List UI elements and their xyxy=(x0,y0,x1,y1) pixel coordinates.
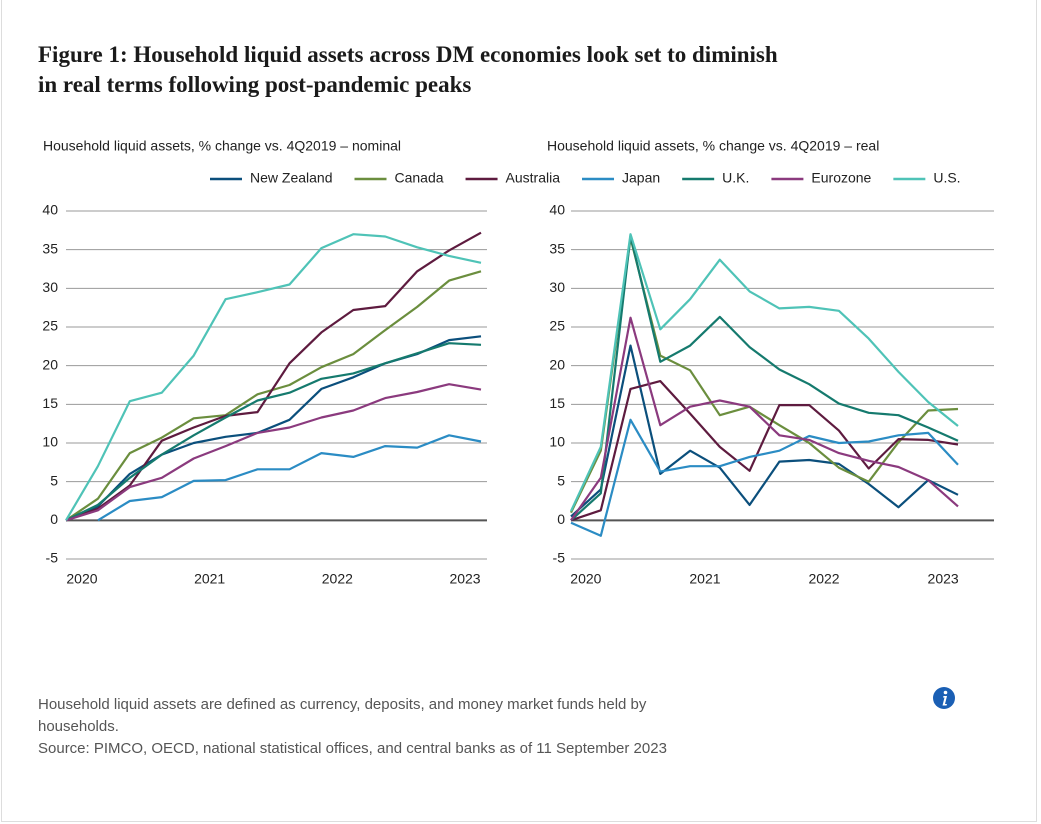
series-line xyxy=(65,233,482,521)
series-line xyxy=(570,233,959,512)
y-tick-label: 15 xyxy=(549,395,565,411)
figure-title: Figure 1: Household liquid assets across… xyxy=(38,42,778,97)
y-tick-label: 35 xyxy=(549,240,565,256)
y-tick-label: 5 xyxy=(557,472,565,488)
y-tick-label: 20 xyxy=(549,356,565,372)
y-tick-label: 25 xyxy=(42,318,58,334)
x-tick-label: 2021 xyxy=(689,571,720,587)
notes: Household liquid assets are defined as c… xyxy=(38,694,678,760)
chart-title: Household liquid assets, % change vs. 4Q… xyxy=(547,138,879,154)
x-tick-label: 2022 xyxy=(808,571,839,587)
y-tick-label: 15 xyxy=(42,395,58,411)
series-line xyxy=(570,380,959,522)
y-tick-label: 40 xyxy=(42,202,58,218)
legend-label: U.S. xyxy=(933,170,960,186)
y-tick-label: 30 xyxy=(549,279,565,295)
series-line xyxy=(97,434,482,522)
x-tick-label: 2023 xyxy=(928,571,959,587)
series-line xyxy=(65,383,482,522)
y-tick-label: 0 xyxy=(50,511,58,527)
x-tick-label: 2021 xyxy=(194,571,225,587)
series-line xyxy=(570,418,959,537)
series-line xyxy=(65,342,482,522)
note: Household liquid assets are defined as c… xyxy=(38,696,647,735)
y-tick-label: -5 xyxy=(46,550,59,566)
x-tick-label: 2022 xyxy=(322,571,353,587)
series-line xyxy=(65,335,482,522)
legend-label: Japan xyxy=(622,170,660,186)
x-tick-label: 2023 xyxy=(449,571,480,587)
y-tick-label: 40 xyxy=(549,202,565,218)
y-tick-label: 0 xyxy=(557,511,565,527)
series-line xyxy=(570,237,959,514)
legend-label: New Zealand xyxy=(250,170,333,186)
legend-label: Canada xyxy=(395,170,444,186)
y-tick-label: 10 xyxy=(549,434,565,450)
legend-label: Australia xyxy=(506,170,561,186)
legend-label: Eurozone xyxy=(811,170,871,186)
note: Source: PIMCO, OECD, national statistica… xyxy=(38,740,667,757)
series-line xyxy=(65,231,482,522)
x-tick-label: 2020 xyxy=(570,571,601,587)
y-tick-label: 30 xyxy=(42,279,58,295)
series-line xyxy=(570,234,959,522)
y-tick-label: 10 xyxy=(42,434,58,450)
y-tick-label: 25 xyxy=(549,318,565,334)
info-icon[interactable] xyxy=(933,687,955,709)
legend-label: U.K. xyxy=(722,170,749,186)
y-tick-label: 5 xyxy=(50,472,58,488)
series-line xyxy=(570,316,959,521)
y-tick-label: 35 xyxy=(42,240,58,256)
y-tick-label: 20 xyxy=(42,356,58,372)
chart-title: Household liquid assets, % change vs. 4Q… xyxy=(43,138,401,154)
x-tick-label: 2020 xyxy=(66,571,97,587)
series-line xyxy=(570,344,959,518)
y-tick-label: -5 xyxy=(553,550,566,566)
